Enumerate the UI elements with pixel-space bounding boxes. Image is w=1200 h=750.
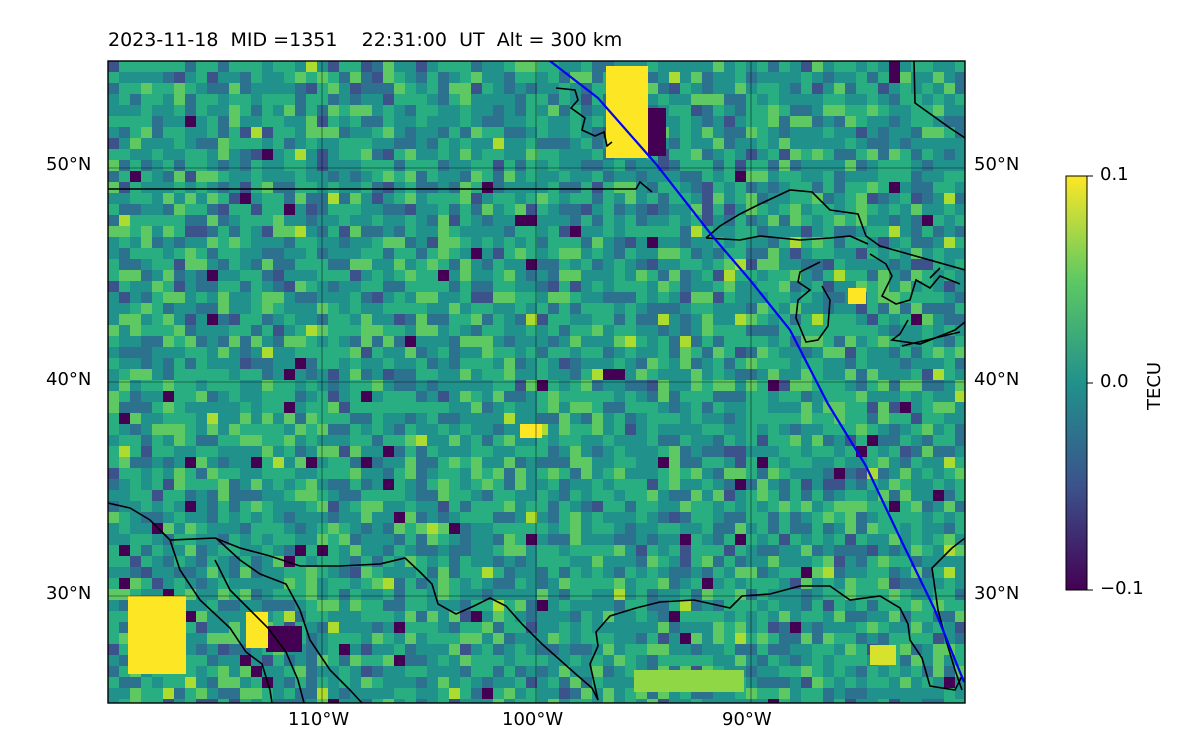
depletion-patch-sw: [266, 626, 302, 652]
lat-label-left-50: 50°N: [46, 154, 92, 175]
lon-label-90w: 90°W: [722, 709, 772, 730]
map-frame: [107, 60, 966, 704]
enhancement-patch-east: [848, 288, 866, 304]
enhancement-patch-center: [520, 424, 542, 438]
title-altitude: Alt = 300 km: [496, 29, 623, 51]
mexico-mainland: [215, 537, 363, 703]
coastlines: [108, 61, 965, 703]
great-lakes-east: [901, 267, 961, 347]
enhancement-band-south: [634, 670, 744, 692]
colorbar: [1065, 175, 1088, 591]
colorbar-tick-mid: 0.0: [1100, 371, 1129, 392]
us-canada-border: [108, 180, 653, 193]
depletion-patch-north: [648, 108, 666, 156]
gulf-coast: [589, 585, 963, 701]
title-date: 2023-11-18: [108, 29, 219, 51]
enhancement-patch-southwest: [128, 596, 186, 674]
lat-label-right-50: 50°N: [974, 154, 1020, 175]
colorbar-tick-min: −0.1: [1100, 578, 1144, 599]
florida-atlantic-coast: [931, 537, 965, 691]
enhancement-patch-north: [606, 66, 648, 158]
colorbar-tick-max: 0.1: [1100, 164, 1129, 185]
tec-heatmap: [108, 61, 965, 703]
title-time-unit: UT: [459, 29, 485, 51]
lon-label-110w: 110°W: [288, 709, 350, 730]
enhancement-patch-se: [870, 645, 896, 665]
mexico-border-west: [108, 502, 599, 701]
satellite-track: [549, 61, 965, 683]
lake-superior: [705, 189, 965, 271]
lake-winnipeg: [555, 87, 613, 148]
lake-huron: [869, 253, 965, 345]
enhancement-patch-sw2: [246, 612, 268, 648]
lat-label-right-40: 40°N: [974, 369, 1020, 390]
title-time: 22:31:00: [361, 29, 447, 51]
tec-features: [128, 66, 896, 692]
baja-coast: [169, 539, 273, 703]
lat-label-left-40: 40°N: [46, 369, 92, 390]
title-mid: MID =1351: [230, 29, 338, 51]
gulf-of-california: [214, 559, 305, 703]
colorbar-label: TECU: [1144, 361, 1165, 410]
lon-label-100w: 100°W: [502, 709, 564, 730]
lat-label-right-30: 30°N: [974, 583, 1020, 604]
lake-michigan: [795, 261, 831, 343]
map-title: 2023-11-18 MID =1351 22:31:00 UT Alt = 3…: [108, 29, 622, 51]
colorbar-ticks: [1087, 175, 1093, 591]
hudson-coast: [913, 61, 965, 139]
lat-label-left-30: 30°N: [46, 583, 92, 604]
